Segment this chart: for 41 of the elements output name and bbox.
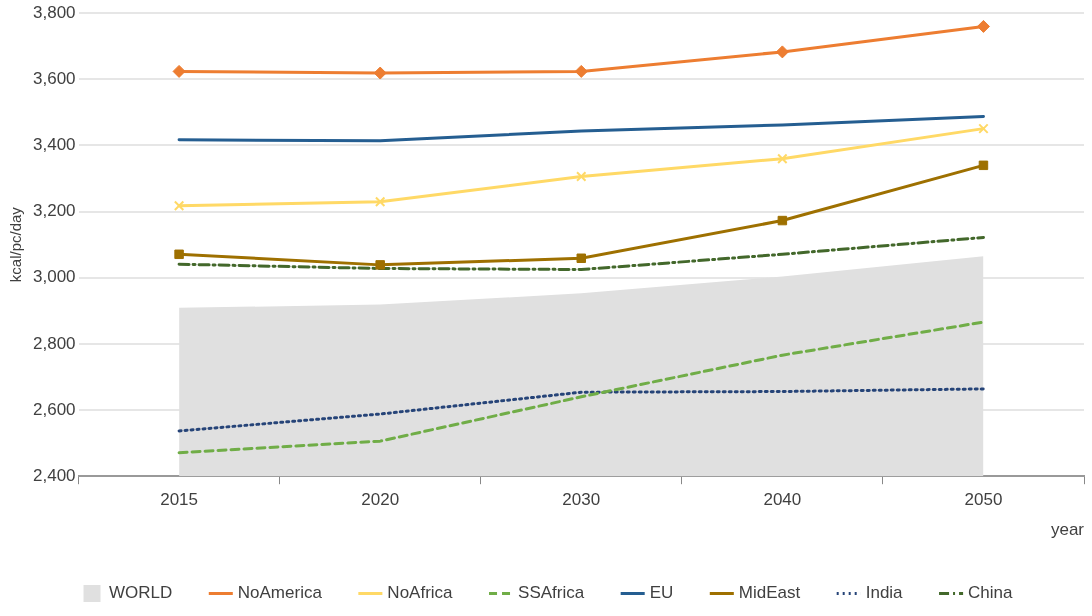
point — [775, 45, 789, 59]
point — [777, 153, 788, 164]
point — [374, 196, 386, 207]
x-tick-label: 2050 — [964, 490, 1003, 510]
line-series — [177, 235, 985, 271]
point — [173, 200, 185, 211]
y-tick-label: 3,600 — [32, 69, 76, 89]
point — [976, 19, 990, 33]
legend-label: WORLD — [109, 583, 173, 603]
y-tick-label: 2,600 — [32, 399, 76, 419]
point — [172, 64, 186, 78]
legend-label: NoAmerica — [237, 583, 323, 603]
y-tick-label: 3,000 — [32, 267, 76, 287]
y-tick-label: 3,800 — [32, 2, 76, 22]
legend-label: China — [968, 583, 1014, 603]
legend-label: EU — [649, 583, 674, 603]
x-tick-label: 2020 — [361, 490, 400, 510]
point — [174, 249, 184, 260]
line-series — [177, 387, 985, 433]
x-tick-label: 2040 — [763, 490, 802, 510]
point — [978, 123, 989, 134]
y-tick-label: 2,800 — [32, 333, 76, 353]
line-series — [177, 320, 985, 455]
point — [375, 260, 385, 270]
point — [574, 64, 588, 78]
legend-label: MidEast — [738, 583, 801, 603]
y-tick-label: 2,400 — [32, 465, 76, 485]
legend-label: India — [865, 583, 904, 603]
point — [373, 66, 387, 80]
legend-label: SSAfrica — [518, 583, 585, 603]
point — [576, 253, 587, 263]
y-axis-title: kcal/pc/day — [7, 206, 25, 283]
legend-label: NoAfrica — [387, 583, 454, 603]
point — [777, 215, 788, 226]
x-axis-title: year — [1050, 520, 1085, 540]
point — [576, 171, 587, 182]
y-tick-label: 3,400 — [32, 135, 76, 155]
point — [978, 160, 989, 171]
x-tick-label: 2030 — [562, 490, 601, 510]
x-tick-label: 2015 — [160, 490, 198, 510]
y-tick-label: 3,200 — [32, 201, 76, 221]
